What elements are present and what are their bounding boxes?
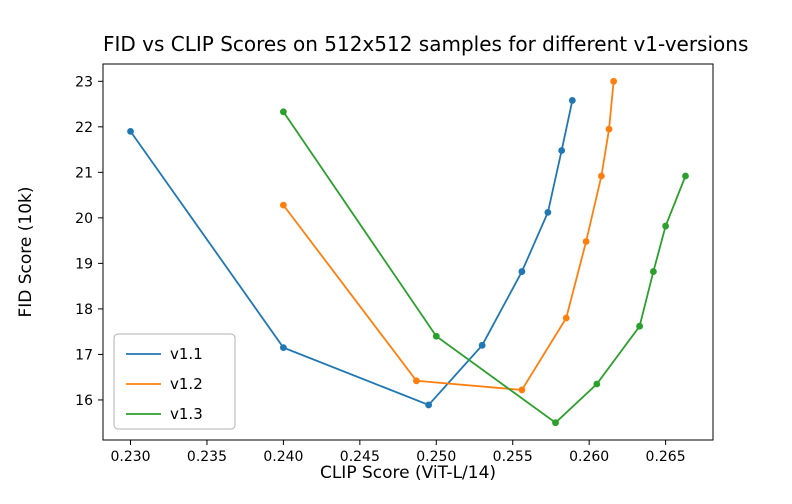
- data-point-v1.3: [662, 222, 670, 230]
- x-tick-label: 0.255: [493, 449, 533, 465]
- chart-title: FID vs CLIP Scores on 512x512 samples fo…: [103, 32, 749, 56]
- x-tick-label: 0.240: [263, 449, 303, 465]
- y-tick-label: 19: [75, 256, 93, 272]
- data-point-v1.3: [280, 108, 287, 116]
- data-point-v1.3: [636, 322, 644, 330]
- data-point-v1.2: [610, 77, 618, 85]
- y-tick-label: 17: [75, 347, 93, 363]
- y-tick-label: 21: [75, 165, 93, 181]
- data-point-v1.1: [425, 401, 433, 409]
- data-point-v1.1: [544, 208, 552, 216]
- data-point-v1.3: [682, 172, 689, 180]
- data-point-v1.2: [518, 386, 526, 394]
- data-point-v1.2: [280, 201, 287, 209]
- series-line-v1.1: [129, 100, 574, 407]
- legend: v1.1 v1.2 v1.3: [113, 333, 236, 430]
- data-point-v1.1: [280, 344, 287, 351]
- data-point-v1.1: [558, 147, 566, 154]
- x-tick-label: 0.235: [187, 449, 227, 465]
- series-line-v1.2: [282, 81, 615, 391]
- x-axis-label: CLIP Score (ViT-L/14): [319, 463, 497, 483]
- plot-frame: [102, 63, 714, 441]
- legend-label-v1.1: v1.1: [170, 345, 203, 363]
- series-line-v1.3: [282, 111, 687, 424]
- x-tick-label: 0.230: [110, 449, 150, 465]
- data-point-v1.1: [568, 97, 576, 104]
- y-tick-label: 22: [75, 120, 93, 136]
- y-tick-label: 23: [75, 74, 93, 90]
- data-point-v1.2: [597, 172, 605, 180]
- data-point-v1.1: [127, 127, 134, 135]
- y-tick-label: 20: [75, 211, 93, 227]
- data-point-v1.1: [478, 341, 486, 349]
- data-point-v1.2: [562, 314, 570, 322]
- legend-box: [113, 333, 236, 430]
- y-tick-label: 16: [75, 393, 93, 409]
- data-point-v1.2: [413, 377, 420, 385]
- legend-label-v1.3: v1.3: [170, 405, 203, 423]
- data-point-v1.2: [605, 125, 613, 133]
- data-point-v1.2: [582, 238, 590, 245]
- data-point-v1.3: [593, 380, 601, 388]
- data-point-v1.3: [432, 332, 440, 340]
- x-tick-label: 0.250: [416, 449, 456, 465]
- legend-label-v1.2: v1.2: [170, 375, 203, 393]
- data-point-v1.3: [649, 268, 657, 275]
- x-tick-label: 0.260: [569, 449, 609, 465]
- y-tick-label: 18: [75, 302, 93, 318]
- data-point-v1.1: [518, 268, 526, 275]
- data-point-v1.3: [552, 419, 559, 427]
- x-tick-label: 0.245: [340, 449, 380, 465]
- x-tick-label: 0.265: [646, 449, 686, 465]
